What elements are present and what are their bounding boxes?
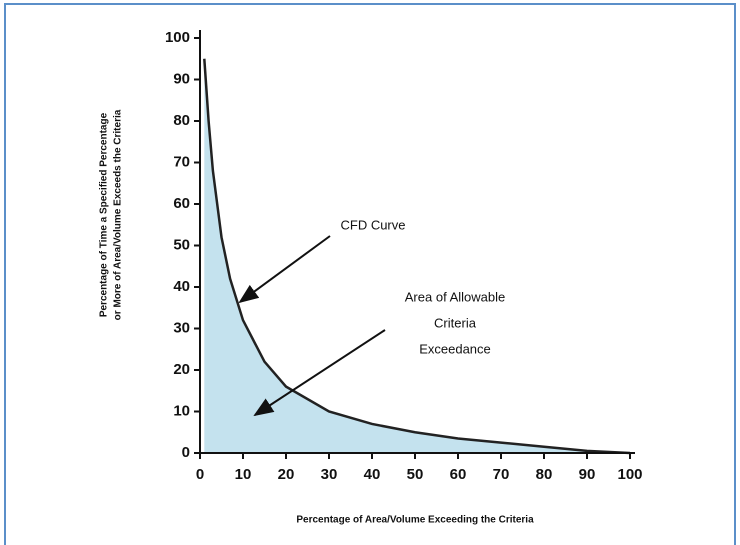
y-axis-label: or More of Area/Volume Exceeds the Crite… xyxy=(113,109,124,320)
y-axis-label: Percentage of Time a Specified Percentag… xyxy=(99,112,110,317)
annotation-arrow xyxy=(238,235,331,304)
y-tick-label: 90 xyxy=(173,70,190,87)
annotation: CFD Curve xyxy=(340,217,405,232)
x-tick-label: 0 xyxy=(196,466,204,483)
y-tick-label: 100 xyxy=(165,29,190,46)
x-tick-label: 30 xyxy=(321,466,338,483)
y-tick-label: 80 xyxy=(173,112,190,129)
y-tick-label: 10 xyxy=(173,402,190,419)
y-tick-label: 30 xyxy=(173,319,190,336)
frame xyxy=(4,3,736,545)
x-tick-label: 50 xyxy=(407,466,424,483)
annotation-arrow xyxy=(253,329,386,417)
y-tick-label: 0 xyxy=(182,444,190,461)
x-tick-label: 80 xyxy=(536,466,553,483)
y-tick-label: 50 xyxy=(173,236,190,253)
x-tick-label: 10 xyxy=(235,466,252,483)
x-tick-label: 90 xyxy=(579,466,596,483)
x-tick-label: 100 xyxy=(617,466,642,483)
y-tick-label: 20 xyxy=(173,361,190,378)
annotation: Criteria xyxy=(434,315,477,330)
x-tick-label: 60 xyxy=(450,466,467,483)
y-tick-label: 60 xyxy=(173,195,190,212)
x-tick-label: 20 xyxy=(278,466,295,483)
annotation: Exceedance xyxy=(419,341,491,356)
y-tick-label: 70 xyxy=(173,153,190,170)
x-axis-label: Percentage of Area/Volume Exceeding the … xyxy=(296,515,534,526)
area xyxy=(204,58,631,453)
x-tick-label: 70 xyxy=(493,466,510,483)
y-tick-label: 40 xyxy=(173,278,190,295)
annotation: Area of Allowable xyxy=(405,289,505,304)
curve xyxy=(203,58,631,455)
x-tick-label: 40 xyxy=(364,466,381,483)
